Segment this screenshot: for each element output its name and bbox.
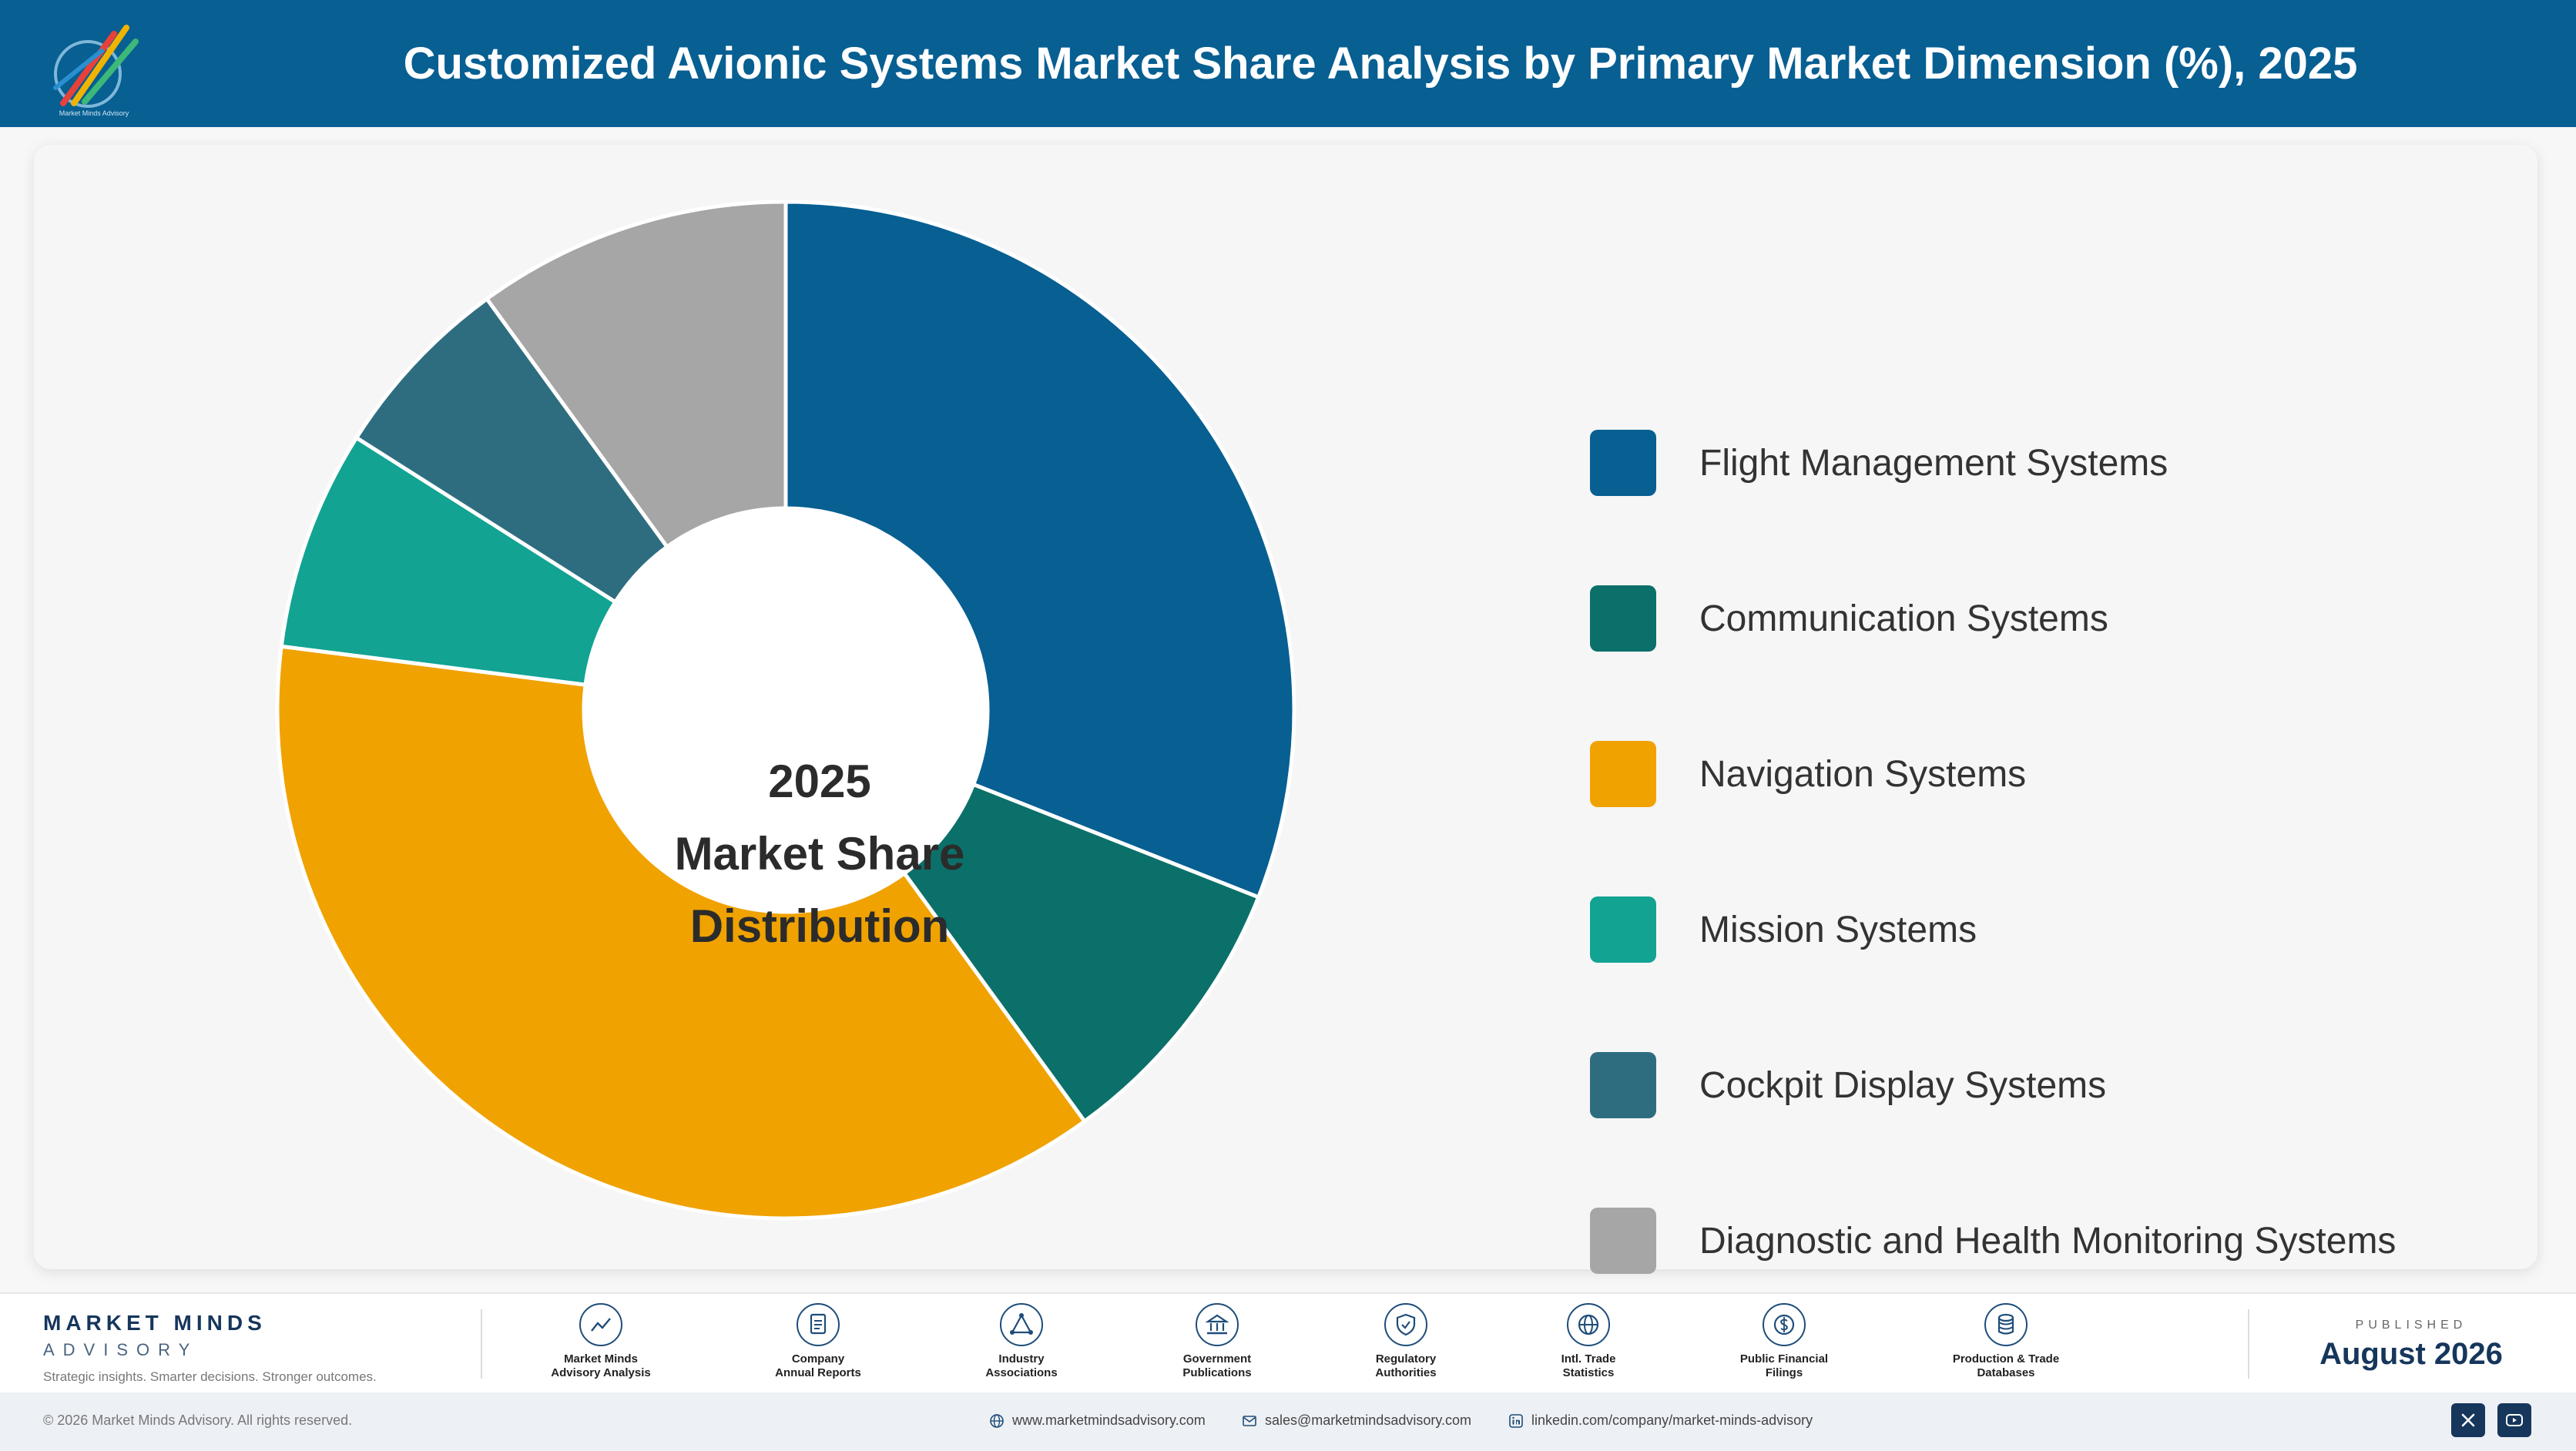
legend-item: Cockpit Display Systems — [1590, 1052, 2106, 1118]
donut-slice-diagnostic-and-health-monitoring-systems — [484, 199, 788, 550]
source-label-line2: Statistics — [1562, 1366, 1615, 1379]
source-label: Public Financial Filings — [1715, 1352, 1853, 1380]
source-label-line2: Associations — [985, 1366, 1058, 1379]
legend-swatch — [1590, 741, 1656, 807]
source-label-line1: Regulatory — [1375, 1352, 1437, 1366]
center-line-3: Distribution — [689, 900, 950, 952]
source-label-line1: Intl. Trade — [1561, 1352, 1616, 1366]
legend-item: Communication Systems — [1590, 585, 2108, 652]
legend-label: Navigation Systems — [1699, 753, 2027, 795]
source-label: Production & Trade Databases — [1937, 1352, 2075, 1380]
source-item: Production & Trade Databases — [1937, 1303, 2075, 1380]
donut-slice-navigation-systems — [275, 644, 1088, 1221]
footer-brand-name: MARKET MINDS — [43, 1311, 267, 1335]
email-link[interactable]: sales@marketmindsadvisory.com — [1242, 1412, 1471, 1429]
donut-slice-flight-management-systems — [783, 199, 1296, 900]
source-label: Intl. Trade Statistics — [1519, 1352, 1658, 1380]
source-label: Regulatory Authorities — [1337, 1352, 1475, 1380]
globe-icon — [1567, 1303, 1610, 1346]
document-icon — [797, 1303, 840, 1346]
donut-chart — [275, 199, 1296, 1221]
source-label: Company Annual Reports — [749, 1352, 887, 1380]
footer: MARKET MINDS ADVISORY Strategic insights… — [0, 1292, 2576, 1451]
legend-label: Cockpit Display Systems — [1699, 1064, 2107, 1106]
network-icon — [1000, 1303, 1043, 1346]
source-label-line1: Public Financial — [1739, 1352, 1829, 1366]
footer-brand-tagline: Strategic insights. Smarter decisions. S… — [43, 1369, 377, 1384]
published-date: August 2026 — [2319, 1337, 2503, 1371]
legend-label: Mission Systems — [1699, 909, 1977, 950]
source-label: Government Publications — [1148, 1352, 1286, 1380]
legend-label: Diagnostic and Health Monitoring Systems — [1699, 1220, 2397, 1262]
source-label-line2: Publications — [1182, 1366, 1252, 1379]
copyright-text: © 2026 Market Minds Advisory. All rights… — [43, 1412, 353, 1428]
x-logo-icon — [2461, 1413, 2475, 1427]
x-social-button[interactable] — [2451, 1403, 2485, 1437]
source-label-line2: Filings — [1765, 1366, 1803, 1379]
website-link[interactable]: www.marketmindsadvisory.com — [989, 1412, 1206, 1429]
source-label-line1: Industry — [998, 1352, 1045, 1366]
source-label-line2: Annual Reports — [775, 1366, 861, 1379]
legend-swatch — [1590, 896, 1656, 963]
linkedin-text: linkedin.com/company/market-minds-adviso… — [1531, 1412, 1813, 1428]
source-label-line1: Market Minds — [564, 1352, 638, 1366]
youtube-icon — [2506, 1414, 2523, 1426]
shield-icon — [1384, 1303, 1427, 1346]
legend-swatch — [1590, 585, 1656, 652]
source-label-line2: Advisory Analysis — [551, 1366, 651, 1379]
source-label: Market Minds Advisory Analysis — [532, 1352, 670, 1380]
source-label-line2: Authorities — [1375, 1366, 1437, 1379]
donut-slice-communication-systems — [901, 782, 1261, 1124]
donut-slice-mission-systems — [279, 434, 619, 687]
source-label-line1: Company — [791, 1352, 845, 1366]
source-item: Public Financial Filings — [1715, 1303, 1853, 1380]
donut-center-label: 2025 Market Share Distribution — [650, 746, 989, 963]
center-year: 2025 — [768, 756, 871, 807]
source-item: Government Publications — [1148, 1303, 1286, 1380]
linkedin-link[interactable]: linkedin.com/company/market-minds-adviso… — [1508, 1412, 1813, 1429]
youtube-social-button[interactable] — [2497, 1403, 2531, 1437]
donut-hole — [585, 510, 986, 910]
footer-divider-left — [481, 1309, 482, 1379]
source-item: Market Minds Advisory Analysis — [532, 1303, 670, 1380]
legend-item: Navigation Systems — [1590, 741, 2026, 807]
mail-icon — [1243, 1415, 1256, 1426]
source-label-line1: Production & Trade — [1952, 1352, 2060, 1366]
legend-item: Flight Management Systems — [1590, 430, 2168, 496]
chart-line-icon — [579, 1303, 622, 1346]
legend-label: Communication Systems — [1699, 598, 2108, 639]
website-text: www.marketmindsadvisory.com — [1012, 1412, 1206, 1428]
source-item: Industry Associations — [952, 1303, 1091, 1380]
linkedin-icon — [1509, 1413, 1523, 1428]
legend-item: Diagnostic and Health Monitoring Systems — [1590, 1208, 2396, 1274]
legend-label: Flight Management Systems — [1699, 442, 2168, 484]
source-item: Company Annual Reports — [749, 1303, 887, 1380]
published-label: PUBLISHED — [2355, 1319, 2467, 1332]
building-icon — [1196, 1303, 1239, 1346]
header-bar: Market Minds Advisory Customized Avionic… — [0, 0, 2576, 127]
footer-divider-right — [2248, 1309, 2249, 1379]
legend-swatch — [1590, 1052, 1656, 1118]
legend-swatch — [1590, 430, 1656, 496]
page-title: Customized Avionic Systems Market Share … — [403, 39, 2358, 89]
legend-item: Mission Systems — [1590, 896, 1977, 963]
source-item: Intl. Trade Statistics — [1519, 1303, 1658, 1380]
legend-swatch — [1590, 1208, 1656, 1274]
source-label: Industry Associations — [952, 1352, 1091, 1380]
source-label-line1: Government — [1182, 1352, 1252, 1366]
footer-bottom-bar: © 2026 Market Minds Advisory. All rights… — [0, 1392, 2576, 1451]
source-item: Regulatory Authorities — [1337, 1303, 1475, 1380]
footer-brand-sub: ADVISORY — [43, 1340, 199, 1359]
dollar-icon — [1763, 1303, 1806, 1346]
globe-icon — [990, 1413, 1004, 1428]
center-line-2: Market Share — [674, 828, 965, 880]
source-label-line2: Databases — [1977, 1366, 2035, 1379]
market-minds-logo-icon: Market Minds Advisory — [53, 25, 139, 117]
database-icon — [1984, 1303, 2028, 1346]
email-text: sales@marketmindsadvisory.com — [1265, 1412, 1472, 1428]
chart-card: 2025 Market Share Distribution Flight Ma… — [34, 145, 2537, 1274]
logo-tagline: Market Minds Advisory — [59, 109, 129, 117]
